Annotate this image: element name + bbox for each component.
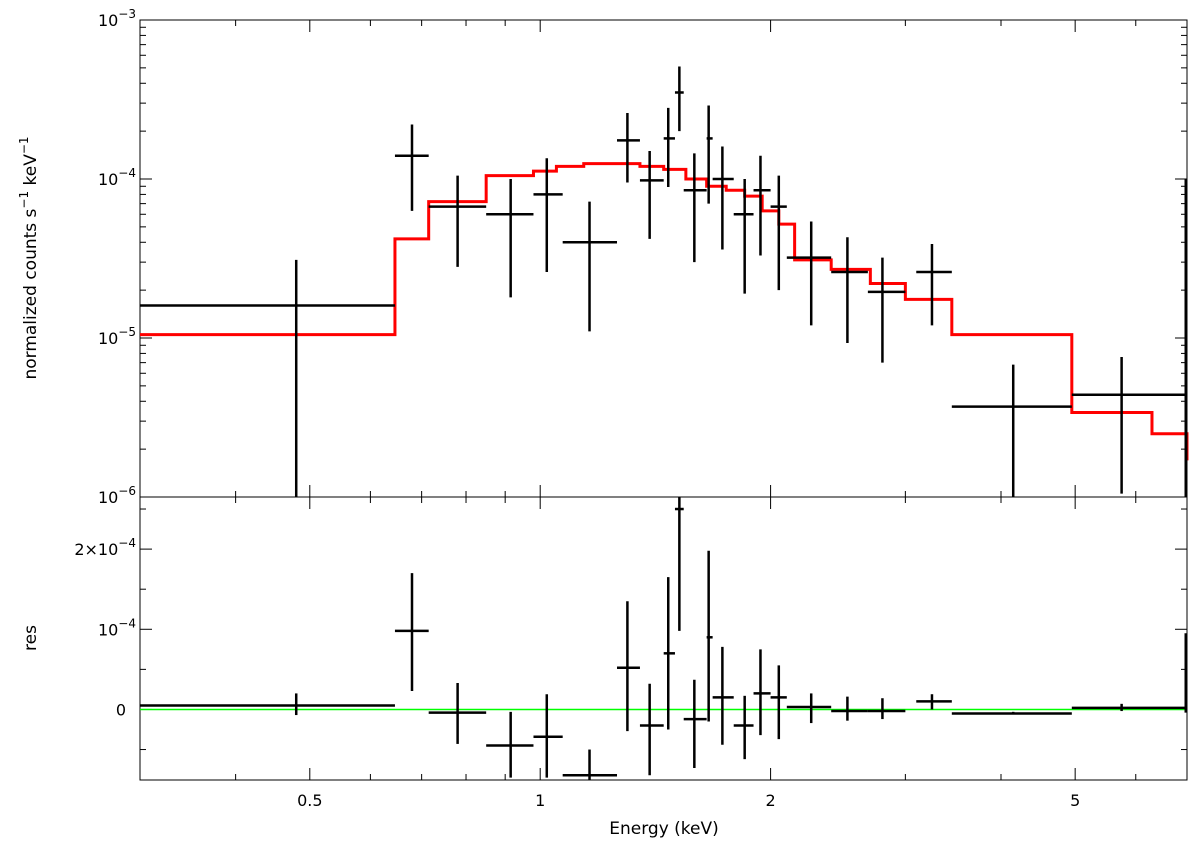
top-y-axis-label-text: normalized counts s: [21, 208, 41, 379]
residual-data-point-16: [786, 693, 832, 724]
top-y-tick-label-base: 10: [98, 329, 118, 348]
spectrum-data-point-10: [683, 153, 707, 263]
residual-data-point-15: [770, 665, 787, 740]
x-tick-label: 0.5: [297, 791, 322, 810]
residual-data-point-17: [831, 696, 868, 721]
spectrum-data-point-15: [770, 175, 787, 291]
residual-data-point-12: [712, 646, 734, 745]
top-y-tick-label-base: 10: [98, 488, 118, 507]
spectrum-data-point-0: [140, 259, 395, 497]
spectrum-data-point-5: [562, 201, 618, 332]
x-tick-label: 2: [765, 791, 775, 810]
spectrum-data-point-20: [951, 364, 1072, 497]
residual-data-point-0: [140, 693, 395, 716]
spectrum-data-point-16: [786, 221, 832, 326]
residual-data-point-5: [562, 749, 618, 780]
top-y-tick-label-exponent: −6: [118, 484, 136, 498]
spectrum-data-point-19: [916, 244, 952, 326]
spectrum-data-point-12: [712, 146, 734, 250]
top-y-tick-label-exponent: −3: [118, 7, 136, 21]
residual-data-point-10: [683, 679, 707, 768]
residual-data-point-21: [1071, 703, 1187, 712]
residual-data-point-3: [486, 711, 534, 778]
residual-data-point-8: [663, 577, 675, 730]
spectrum-data-point-13: [733, 179, 754, 294]
spectrum-data-point-14: [753, 155, 771, 256]
bottom-y-tick-label-exponent: −4: [118, 536, 136, 550]
x-axis-label: Energy (keV): [609, 819, 719, 839]
residual-data-point-9: [674, 497, 684, 631]
top-y-tick-label-base: 10: [98, 170, 118, 189]
bottom-y-tick-label: 2×10−4: [74, 536, 136, 559]
spectrum-data-point-8: [663, 107, 675, 188]
model-step-line: [140, 162, 1189, 461]
top-y-tick-label-exponent: −5: [118, 325, 136, 339]
top-y-tick-label: 10−5: [98, 325, 136, 348]
bottom-y-tick-label-base: 2×10: [74, 540, 118, 559]
spectrum-data-point-7: [639, 151, 664, 239]
top-y-tick-label: 10−6: [98, 484, 136, 507]
residual-data-point-7: [639, 683, 664, 776]
bottom-y-tick-label-base: 10: [98, 620, 118, 639]
top-y-tick-label: 10−4: [98, 166, 136, 189]
spectrum-data-point-3: [486, 179, 534, 298]
spectrum-data-point-1: [394, 124, 429, 211]
residual-data-point-19: [916, 694, 952, 710]
residual-data-point-4: [533, 694, 563, 778]
spectrum-data-point-9: [674, 66, 684, 132]
spectrum-data-point-21: [1071, 356, 1187, 494]
spectrum-data-point-17: [831, 237, 868, 344]
spectrum-data-point-6: [617, 113, 640, 183]
top-y-axis-label-exponent-1: −1: [17, 191, 31, 209]
bottom-panel-frame: [139, 496, 1188, 781]
spectrum-data-point-11: [706, 105, 713, 204]
top-y-axis-label: normalized counts s−1 keV−1: [17, 136, 41, 379]
residual-data-point-20: [951, 711, 1072, 715]
top-y-axis-label-exponent-2: −1: [17, 136, 31, 154]
spectrum-data-point-4: [533, 158, 563, 273]
spectrum-data-point-18: [867, 257, 906, 363]
bottom-y-tick-label-exponent: −4: [118, 616, 136, 630]
bottom-y-tick-label: 0: [116, 700, 126, 719]
residual-data-point-13: [733, 695, 754, 760]
top-y-axis-label-unit: keV: [21, 154, 41, 191]
residual-data-point-1: [394, 573, 429, 692]
residual-data-point-18: [867, 698, 906, 720]
top-y-tick-label-exponent: −4: [118, 166, 136, 180]
residual-data-point-14: [753, 649, 771, 736]
bottom-y-axis-label: res: [21, 625, 41, 651]
residual-data-point-2: [428, 682, 487, 744]
top-y-tick-label-base: 10: [98, 11, 118, 30]
x-tick-label: 5: [1070, 791, 1080, 810]
spectrum-data-point-2: [428, 175, 487, 267]
bottom-y-tick-label: 10−4: [98, 616, 136, 639]
residual-data-point-6: [617, 601, 640, 732]
residual-data-point-11: [706, 550, 713, 722]
x-tick-label: 1: [535, 791, 545, 810]
top-y-tick-label: 10−3: [98, 7, 136, 30]
